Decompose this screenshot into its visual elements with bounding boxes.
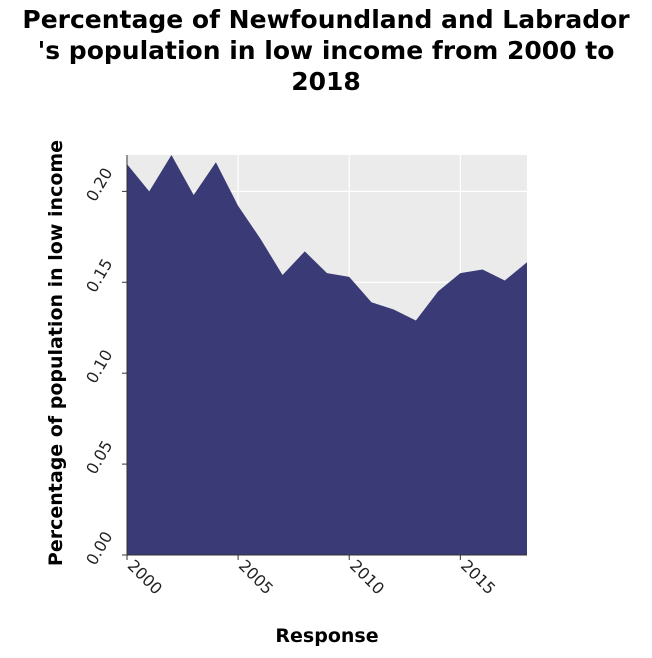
- chart-title: Percentage of Newfoundland and Labrador …: [0, 4, 652, 97]
- x-ticks: 2000 2005 2010 2015: [124, 555, 499, 598]
- chart-title-line-2: 's population in low income from 2000 to: [37, 36, 615, 65]
- y-tick-label: 0.00: [82, 528, 116, 568]
- y-tick-label: 0.15: [82, 255, 116, 295]
- y-tick-label: 0.05: [82, 437, 116, 477]
- chart-title-line-1: Percentage of Newfoundland and Labrador: [22, 5, 630, 34]
- x-tick-label: 2000: [124, 556, 166, 598]
- x-axis-title: Response: [275, 625, 378, 647]
- chart-title-line-3: 2018: [291, 67, 361, 96]
- y-ticks: 0.00 0.05 0.10 0.15 0.20: [82, 164, 127, 568]
- x-tick-label: 2005: [235, 556, 277, 598]
- y-axis-title: Percentage of population in low income: [45, 140, 67, 566]
- y-tick-label: 0.10: [82, 346, 116, 386]
- x-tick-label: 2010: [346, 556, 388, 598]
- x-tick-label: 2015: [457, 556, 499, 598]
- area-series: [127, 155, 527, 555]
- y-tick-label: 0.20: [82, 164, 116, 204]
